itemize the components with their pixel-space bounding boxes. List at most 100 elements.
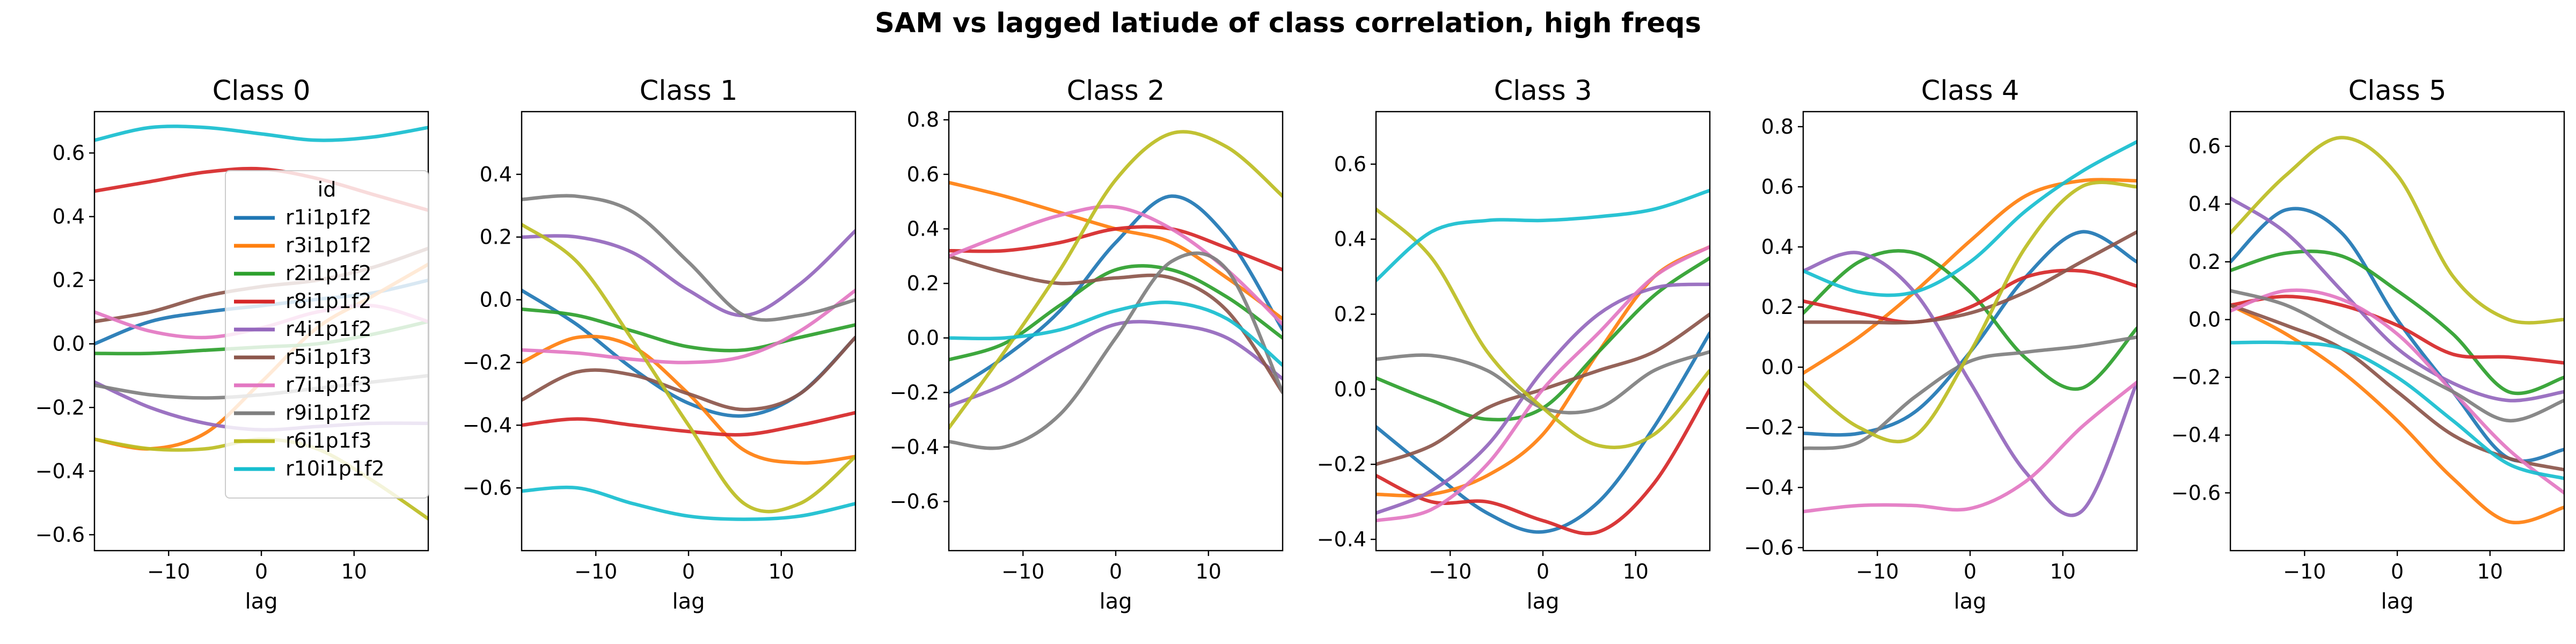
- legend-box: [225, 170, 429, 499]
- series-line-r4i1p1f2: [1803, 251, 2137, 517]
- x-tick-label: 0: [255, 560, 268, 583]
- series-line-r10i1p1f2: [1803, 140, 2137, 297]
- x-tick-label: 10: [2050, 560, 2076, 583]
- series-line-r2i1p1f2: [949, 264, 1283, 362]
- y-tick-label: 0.6: [1334, 152, 1366, 176]
- series-line-r1i1p1f2: [1376, 331, 1710, 534]
- x-axis-label: lag: [245, 589, 277, 614]
- legend-entry: r3i1p1f2: [286, 233, 371, 257]
- series-line-r7i1p1f3: [522, 288, 855, 364]
- legend-entry: r9i1p1f2: [286, 401, 371, 425]
- y-tick-label: −0.2: [463, 350, 512, 374]
- series-line-r9i1p1f2: [522, 194, 855, 322]
- series-line-r7i1p1f3: [2230, 288, 2564, 495]
- panels: Class 0 −0.6 −0.4 −0.2 0.0 0.2 0.4 0.6 −10 0 10 lag…: [35, 75, 2565, 614]
- y-tick-label: 0.8: [907, 108, 939, 131]
- series-group: [1803, 140, 2137, 517]
- series-line-r2i1p1f2: [1376, 256, 1710, 422]
- series-group: [1376, 188, 1710, 536]
- x-tick-label: 10: [1623, 560, 1649, 583]
- legend-entry: r1i1p1f2: [286, 206, 371, 229]
- x-tick-label: 10: [1196, 560, 1221, 583]
- y-tick-label: 0.4: [1761, 235, 1794, 259]
- y-tick-label: 0.2: [1334, 303, 1366, 326]
- x-tick-label: 0: [1536, 560, 1549, 583]
- series-line-r7i1p1f3: [1376, 245, 1710, 523]
- panel-title: Class 4: [1921, 75, 2019, 107]
- series-line-r3i1p1f2: [2230, 303, 2564, 524]
- y-tick-label: 0.0: [1761, 355, 1794, 379]
- series-line-r9i1p1f2: [949, 251, 1283, 450]
- series-line-r2i1p1f2: [1803, 249, 2137, 391]
- panel-5: Class 5 −0.6 −0.4 −0.2 0.0 0.2 0.4 0.6 −10 0 10 lag: [2171, 75, 2565, 614]
- y-tick-label: −0.2: [890, 380, 939, 404]
- y-tick-label: 0.4: [53, 205, 85, 229]
- y-tick-label: 0.8: [1761, 115, 1794, 138]
- panel-2: Class 2 −0.6 −0.4 −0.2 0.0 0.2 0.4 0.6 0.8 −10 0 10…: [890, 75, 1284, 614]
- y-tick-label: 0.4: [907, 217, 939, 240]
- y-tick-label: −0.6: [2171, 481, 2221, 504]
- x-tick-label: 10: [2477, 560, 2503, 583]
- y-tick-label: 0.0: [907, 326, 939, 350]
- series-line-r4i1p1f2: [2230, 196, 2564, 402]
- series-line-r10i1p1f2: [522, 485, 855, 521]
- panel-1: Class 1 −0.6 −0.4 −0.2 0.0 0.2 0.4 −10 0 10 lag: [463, 75, 857, 614]
- x-tick-label: 10: [769, 560, 794, 583]
- x-axis-label: lag: [672, 589, 705, 614]
- panel-4: Class 4 −0.6 −0.4 −0.2 0.0 0.2 0.4 0.6 0.8 −10 0 10…: [1744, 75, 2138, 614]
- x-tick-label: −10: [1001, 560, 1044, 583]
- y-tick-label: 0.6: [1761, 175, 1794, 199]
- y-tick-label: −0.6: [463, 476, 512, 500]
- y-tick-label: −0.4: [890, 435, 939, 459]
- series-group: [2230, 136, 2564, 524]
- series-line-r8i1p1f2: [522, 411, 855, 437]
- legend: id r1i1p1f2 r3i1p1f2 r2i1p1f2 r8i1p1f2 r4i1p1…: [225, 170, 429, 499]
- series-line-r5i1p1f3: [522, 335, 855, 412]
- series-line-r6i1p1f3: [1803, 180, 2137, 444]
- x-tick-label: −10: [1429, 560, 1472, 583]
- y-tick-label: 0.0: [480, 288, 512, 312]
- series-line-r1i1p1f2: [949, 194, 1283, 394]
- y-tick-label: 0.0: [1334, 377, 1366, 401]
- series-line-r5i1p1f3: [2230, 303, 2564, 472]
- y-tick-label: 0.4: [480, 163, 512, 186]
- series-group: [949, 130, 1283, 450]
- panel-title: Class 5: [2348, 75, 2447, 107]
- axes-frame: [521, 111, 857, 552]
- panel-3: Class 3 −0.4 −0.2 0.0 0.2 0.4 0.6 −10 0 10 lag: [1317, 75, 1711, 614]
- panel-title: Class 0: [213, 75, 311, 107]
- y-tick-label: 0.0: [2189, 308, 2221, 331]
- y-tick-label: −0.4: [1317, 528, 1366, 551]
- y-tick-label: 0.2: [907, 272, 939, 295]
- series-line-r8i1p1f2: [1376, 387, 1710, 536]
- y-tick-label: −0.6: [1744, 536, 1794, 559]
- y-tick-label: 0.6: [907, 163, 939, 186]
- x-axis-label: lag: [2381, 589, 2413, 614]
- y-tick-label: 0.2: [1761, 295, 1794, 319]
- legend-entry: r6i1p1f3: [286, 429, 371, 452]
- x-axis-label: lag: [1526, 589, 1559, 614]
- y-tick-label: −0.2: [2171, 365, 2221, 389]
- series-line-r6i1p1f3: [949, 130, 1283, 430]
- series-line-r8i1p1f2: [2230, 295, 2564, 365]
- y-tick-label: −0.6: [890, 490, 939, 514]
- series-line-r2i1p1f2: [522, 307, 855, 353]
- legend-entry: r2i1p1f2: [286, 261, 371, 285]
- x-tick-label: 0: [682, 560, 695, 583]
- series-line-r6i1p1f3: [1376, 207, 1710, 449]
- y-tick-label: −0.4: [1744, 475, 1794, 499]
- panel-title: Class 1: [640, 75, 738, 107]
- legend-entry: r7i1p1f3: [286, 373, 371, 397]
- y-tick-label: −0.4: [2171, 423, 2221, 447]
- series-line-r4i1p1f2: [522, 229, 855, 318]
- y-tick-label: 0.2: [480, 225, 512, 249]
- y-tick-label: −0.6: [35, 523, 85, 546]
- series-line-r4i1p1f2: [1376, 282, 1710, 515]
- series-line-r10i1p1f2: [949, 301, 1283, 367]
- series-group: [522, 194, 855, 521]
- y-tick-label: 0.0: [53, 332, 85, 356]
- series-line-r9i1p1f2: [2230, 289, 2564, 423]
- y-tick-label: −0.2: [1317, 452, 1366, 476]
- legend-entry: r8i1p1f2: [286, 289, 371, 313]
- x-tick-label: 0: [2391, 560, 2404, 583]
